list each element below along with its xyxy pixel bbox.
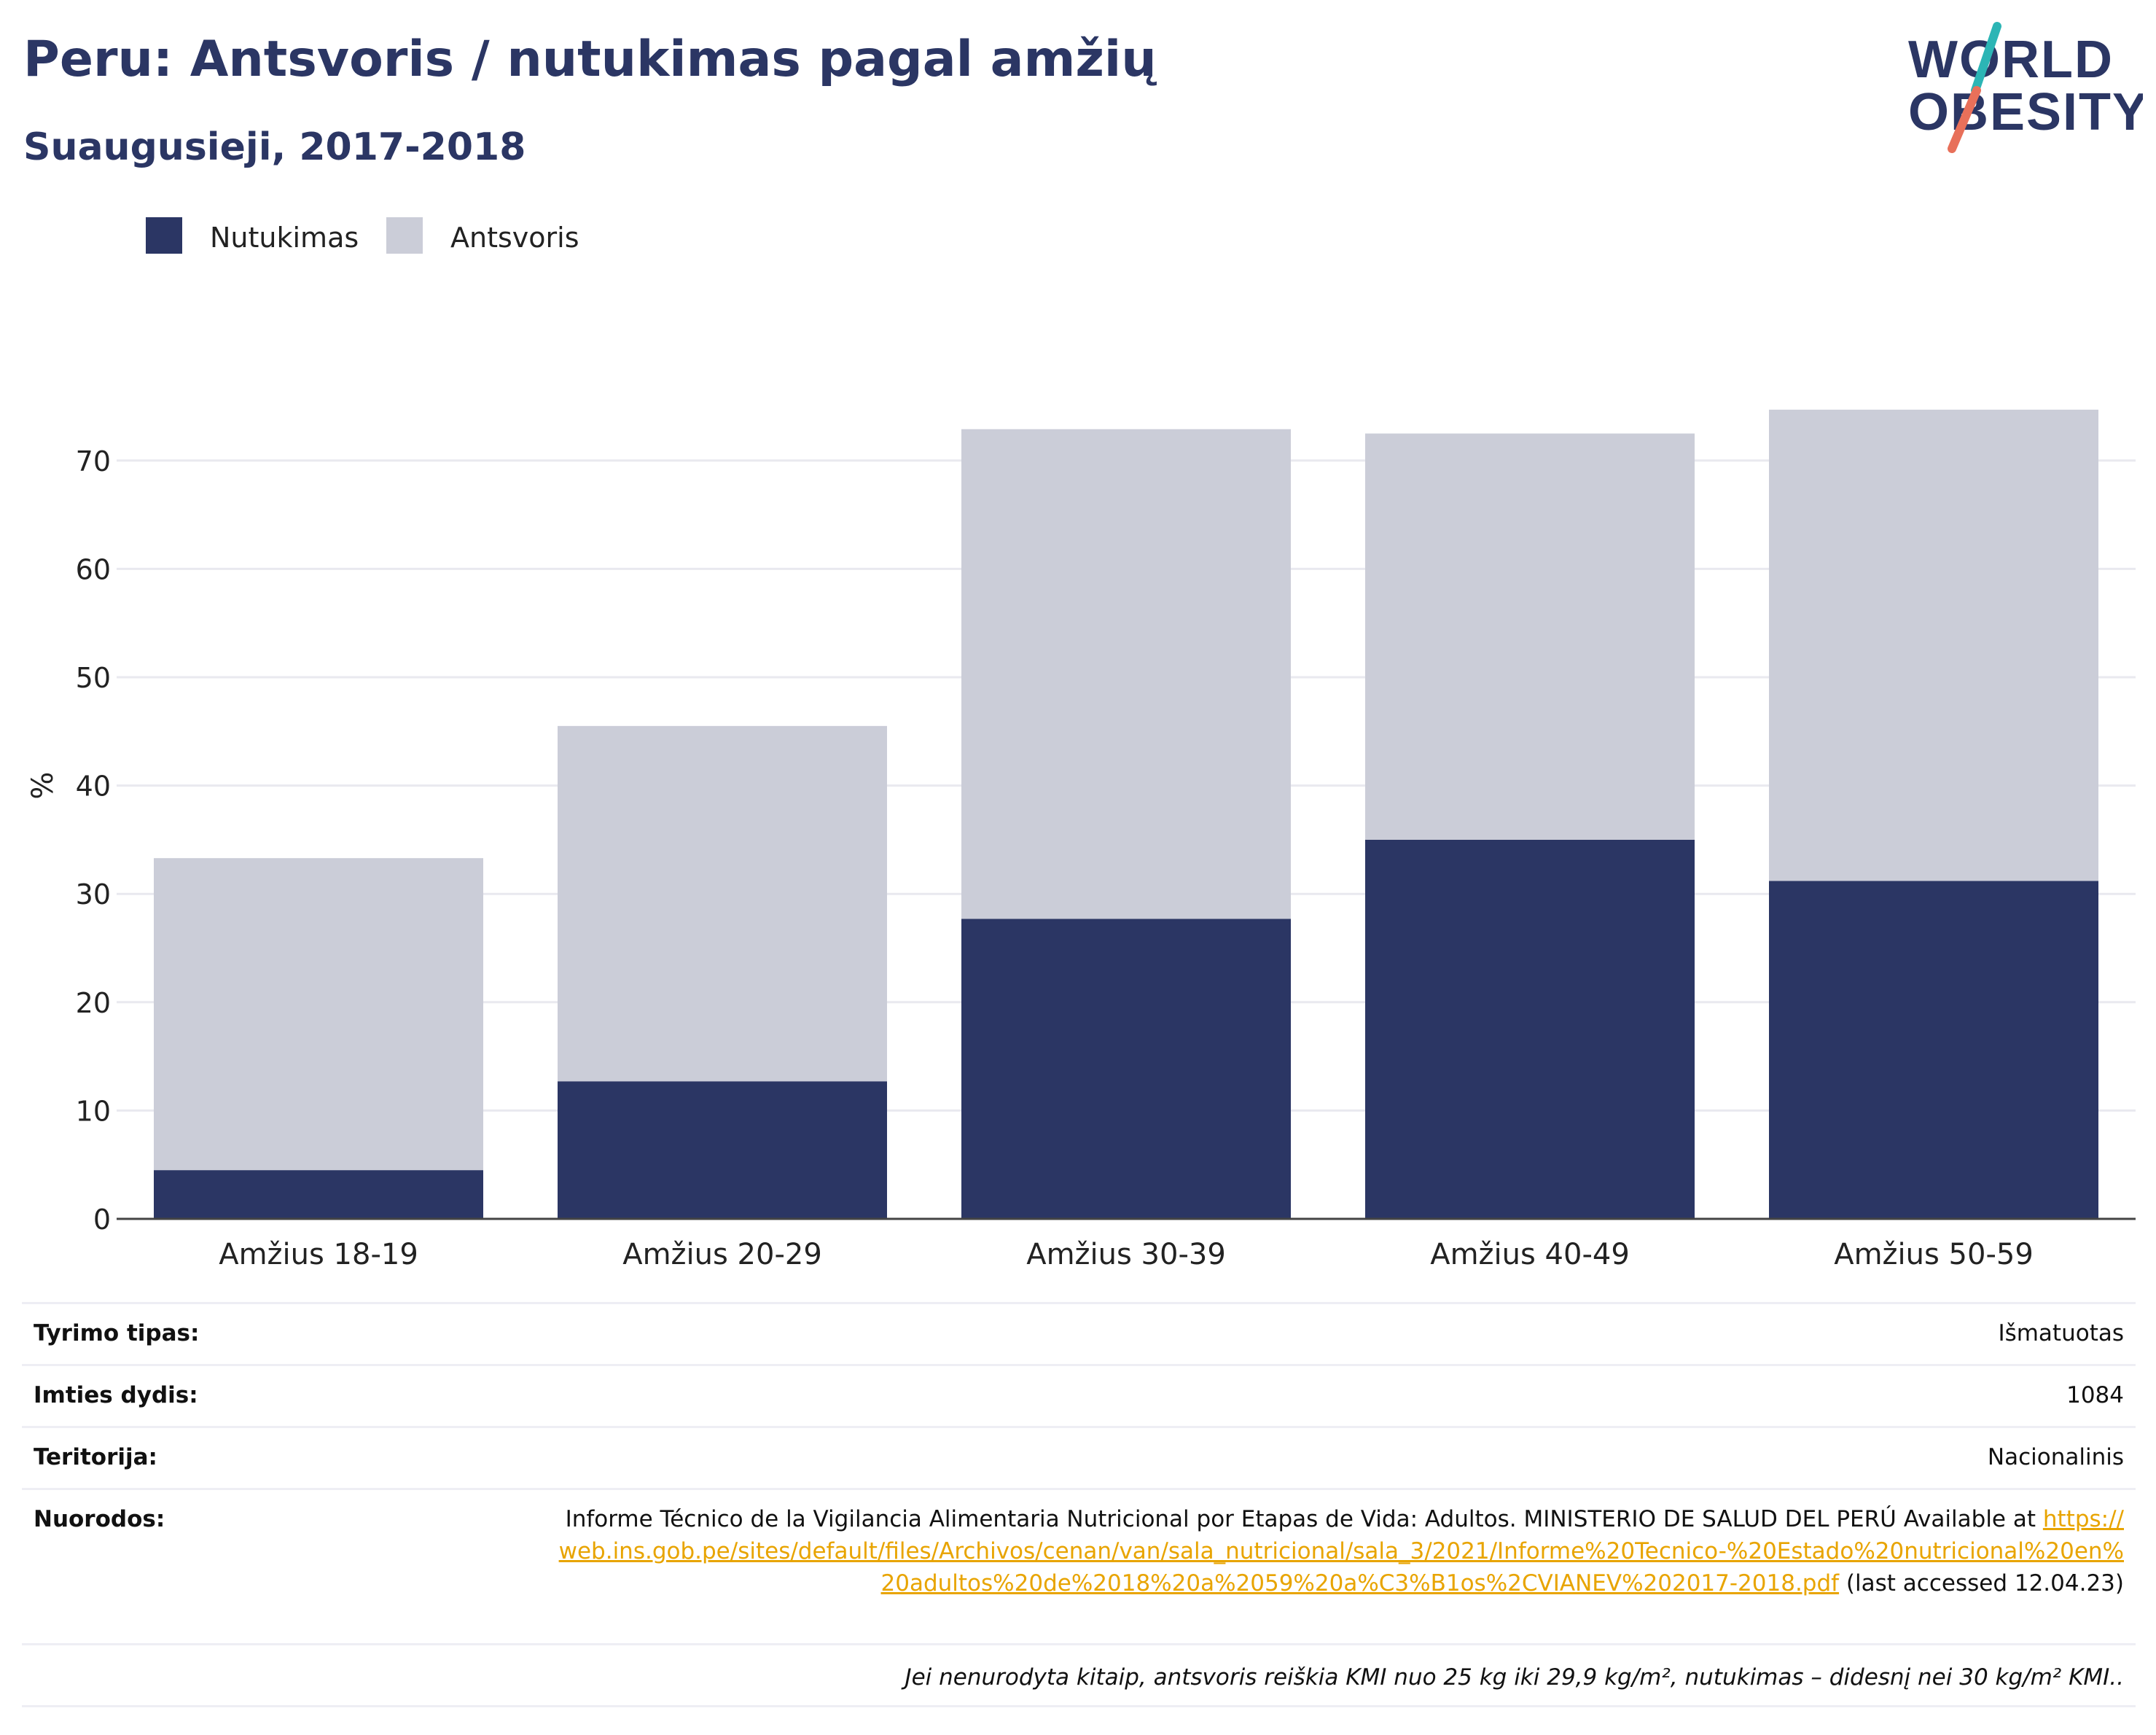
bar-chart: 0 10 20 30 40 50 60 70% Amžius 18-19 Amžius 20-29… bbox=[26, 409, 2136, 1271]
world-obesity-logo: WORLD OBESITY bbox=[1908, 22, 2143, 153]
x-tick-label: Amžius 20-29 bbox=[622, 1238, 822, 1271]
y-axis-label: % bbox=[26, 772, 60, 800]
info-row-territory: Teritorija: Nacionalinis bbox=[22, 1428, 2136, 1490]
bar-nutukimas bbox=[961, 919, 1291, 1219]
info-table: Tyrimo tipas: Išmatuotas Imties dydis: 1… bbox=[22, 1302, 2136, 1707]
legend-swatch-nutukimas bbox=[146, 217, 182, 254]
logo-text-obesity: OBESITY bbox=[1908, 83, 2143, 141]
info-key-sample-size: Imties dydis: bbox=[34, 1382, 198, 1408]
info-row-note: Jei nenurodyta kitaip, antsvoris reiškia… bbox=[22, 1645, 2136, 1707]
bar-nutukimas bbox=[1769, 881, 2098, 1219]
legend-label-nutukimas: Nutukimas bbox=[210, 222, 359, 254]
y-tick-label: 50 bbox=[76, 662, 111, 694]
bar-antsvoris bbox=[1365, 433, 1695, 840]
y-tick-label: 0 bbox=[93, 1204, 111, 1236]
info-key-survey-type: Tyrimo tipas: bbox=[34, 1320, 200, 1346]
info-value-territory: Nacionalinis bbox=[1987, 1444, 2124, 1470]
reference-accessed: (last accessed 12.04.23) bbox=[1839, 1570, 2124, 1596]
x-tick-label: Amžius 30-39 bbox=[1026, 1238, 1226, 1271]
x-tick-label: Amžius 18-19 bbox=[219, 1238, 418, 1271]
reference-text: Informe Técnico de la Vigilancia Aliment… bbox=[565, 1506, 2043, 1532]
legend-swatch-antsvoris bbox=[386, 217, 423, 254]
info-value-survey-type: Išmatuotas bbox=[1998, 1320, 2124, 1346]
logo-slash-bottom bbox=[1948, 86, 1981, 153]
bar-antsvoris bbox=[154, 858, 483, 1171]
bar-nutukimas bbox=[1365, 839, 1695, 1219]
chart-title: Peru: Antsvoris / nutukimas pagal amžių bbox=[23, 31, 1157, 88]
chart-subtitle: Suaugusieji, 2017-2018 bbox=[23, 125, 526, 169]
bar-antsvoris bbox=[558, 725, 887, 1082]
legend-label-antsvoris: Antsvoris bbox=[450, 222, 579, 254]
info-key-references: Nuorodos: bbox=[34, 1506, 165, 1532]
definition-note: Jei nenurodyta kitaip, antsvoris reiškia… bbox=[905, 1664, 2124, 1691]
bar-nutukimas bbox=[154, 1170, 483, 1219]
info-row-survey-type: Tyrimo tipas: Išmatuotas bbox=[22, 1302, 2136, 1366]
bar-antsvoris bbox=[961, 429, 1291, 919]
y-tick-label: 40 bbox=[76, 771, 111, 803]
y-tick-label: 10 bbox=[76, 1095, 111, 1127]
bar-nutukimas bbox=[558, 1081, 887, 1219]
logo-text-world: WORLD bbox=[1908, 31, 2114, 89]
info-row-sample-size: Imties dydis: 1084 bbox=[22, 1366, 2136, 1428]
y-tick-label: 60 bbox=[76, 553, 111, 585]
info-key-territory: Teritorija: bbox=[34, 1444, 157, 1470]
info-row-references: Nuorodos: Informe Técnico de la Vigilanc… bbox=[22, 1490, 2136, 1645]
y-tick-label: 30 bbox=[76, 878, 111, 911]
bar-antsvoris bbox=[1769, 409, 2098, 881]
x-tick-label: Amžius 50-59 bbox=[1834, 1238, 2034, 1271]
x-tick-label: Amžius 40-49 bbox=[1430, 1238, 1630, 1271]
y-tick-label: 20 bbox=[76, 987, 111, 1019]
info-value-sample-size: 1084 bbox=[2066, 1382, 2124, 1408]
y-tick-label: 70 bbox=[76, 445, 111, 477]
reference-link[interactable]: https://web.ins.gob.pe/sites/default/fil… bbox=[558, 1506, 2124, 1596]
info-value-references: Informe Técnico de la Vigilancia Aliment… bbox=[557, 1503, 2124, 1599]
logo-slash-top bbox=[1971, 22, 2001, 95]
